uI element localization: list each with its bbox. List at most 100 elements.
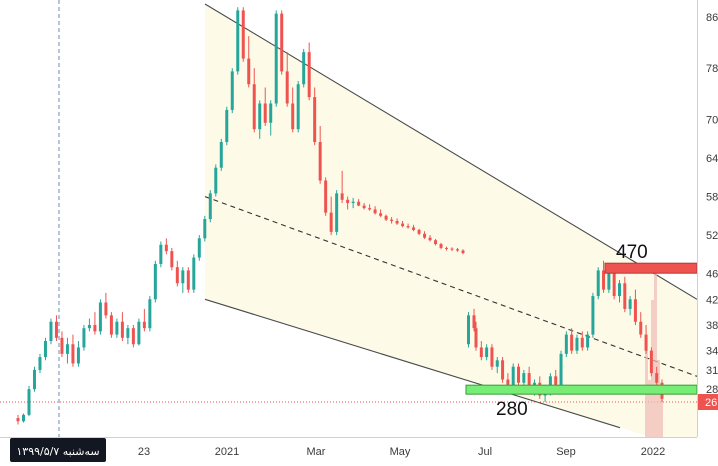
candle-body [406, 226, 410, 228]
candle-body [490, 347, 494, 367]
candle-body [16, 418, 20, 422]
horizontal-lines [0, 0, 697, 437]
candle-body [43, 341, 47, 358]
candle [490, 344, 494, 370]
price-axis-panel[interactable] [697, 0, 718, 466]
candle [412, 224, 416, 232]
candle [219, 138, 223, 171]
candle [602, 260, 606, 293]
candle-body [527, 373, 531, 390]
candle [580, 331, 584, 351]
y-tick-label: 78 [706, 63, 718, 75]
cursor-date-badge [10, 438, 106, 462]
candle-body [307, 52, 311, 98]
resistance-label: 470 [616, 242, 648, 263]
candle-body [109, 315, 113, 335]
candle [109, 312, 113, 338]
candle [54, 315, 58, 342]
channel-lower-line[interactable] [204, 298, 621, 429]
candle-body [445, 247, 449, 249]
candle-body [612, 270, 616, 297]
time-axis-panel[interactable] [0, 437, 718, 466]
candle-body [49, 321, 53, 342]
candle [280, 10, 284, 75]
candle [197, 235, 201, 261]
x-tick-label: Sep [556, 446, 576, 458]
candle-body [639, 321, 643, 335]
candle [313, 87, 317, 146]
candle [170, 247, 174, 271]
candle [628, 296, 632, 316]
candle-body [401, 223, 405, 227]
candle [225, 106, 229, 146]
candle [93, 312, 97, 335]
candle [115, 318, 119, 338]
candle [522, 369, 526, 386]
support-zone[interactable] [465, 384, 698, 395]
candle [559, 350, 563, 390]
candle-body [559, 353, 563, 386]
x-tick-label: Mar [307, 446, 326, 458]
candle-body [564, 334, 568, 354]
candle [131, 324, 135, 348]
candle [241, 7, 245, 62]
y-tick-label: 46 [706, 269, 718, 281]
candle-body [71, 344, 75, 364]
descending-channel[interactable] [204, 3, 698, 452]
candle [203, 215, 207, 242]
candle-body [252, 84, 256, 130]
candle [87, 318, 91, 332]
candle [450, 247, 454, 252]
candle-body [21, 414, 25, 422]
candle [417, 228, 421, 236]
candle [564, 331, 568, 358]
candle [159, 241, 163, 268]
candle [384, 214, 388, 221]
channel-middle-line[interactable] [204, 196, 698, 377]
candle-body [120, 321, 124, 338]
candle-body [379, 213, 383, 216]
candle [49, 318, 53, 345]
candle [655, 366, 659, 386]
candle-body [175, 267, 179, 284]
candle-body [93, 324, 97, 332]
y-tick-label: 64 [706, 153, 718, 165]
candle [335, 190, 339, 236]
candle-body [617, 283, 621, 297]
candle-body [548, 376, 552, 393]
candle-body [225, 109, 229, 143]
candle-body [395, 220, 399, 224]
candle [461, 249, 465, 255]
candle-body [208, 193, 212, 220]
candle [148, 296, 152, 332]
candle [142, 308, 146, 332]
candle [38, 353, 42, 374]
candle [401, 220, 405, 228]
resistance-zone[interactable] [604, 262, 698, 274]
candle [32, 366, 36, 392]
volume-bar [654, 265, 657, 437]
candle [495, 357, 499, 374]
candle-body [214, 167, 218, 194]
candle-body [65, 344, 69, 354]
candle-body [506, 379, 510, 390]
annotations[interactable]: 470 280 [465, 242, 698, 420]
candle [373, 206, 377, 215]
candle-body [423, 233, 427, 238]
candle [60, 331, 64, 358]
candle [192, 254, 196, 293]
candle-body [318, 142, 322, 181]
candle-body [554, 376, 558, 386]
channel-fill [205, 4, 697, 452]
x-tick-label: 23 [138, 446, 150, 458]
candle-body [570, 334, 574, 351]
candle-body [60, 337, 64, 354]
candle [434, 238, 438, 246]
candle-body [580, 337, 584, 348]
candle [406, 223, 410, 229]
x-tick-label: 2022 [641, 446, 665, 458]
candle-body [428, 237, 432, 241]
candle [644, 324, 648, 354]
